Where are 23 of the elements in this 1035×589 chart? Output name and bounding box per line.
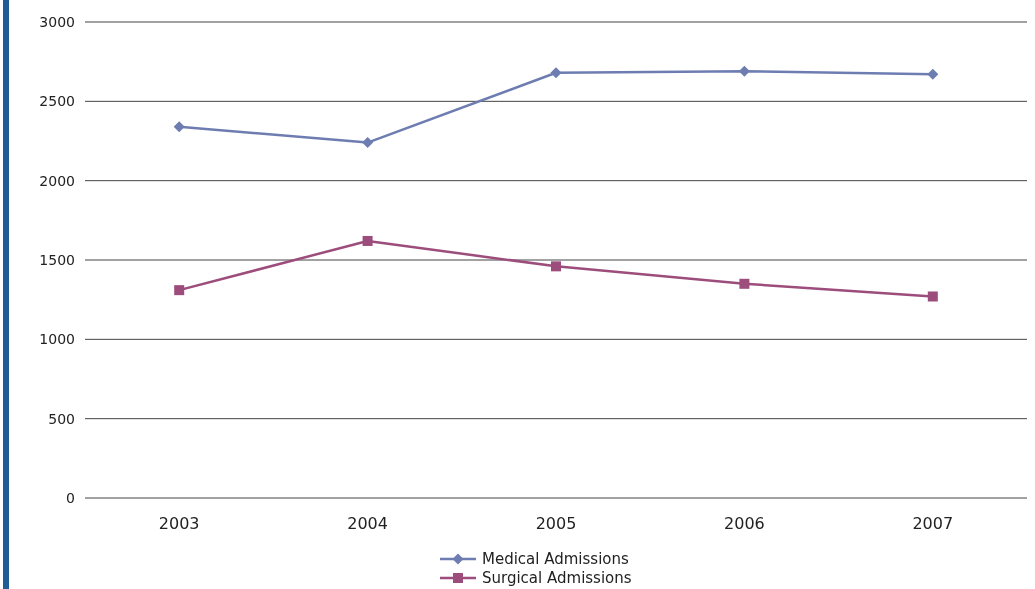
x-tick-label: 2007 [912, 514, 954, 533]
point [362, 137, 374, 149]
point [551, 261, 561, 272]
y-tick-label: 1000 [39, 331, 75, 348]
point [550, 67, 562, 79]
y-tick-label: 2500 [39, 93, 75, 110]
y-tick-label: 3000 [39, 13, 75, 30]
legend-label: Surgical Admissions [482, 569, 632, 588]
x-tick-label: 2003 [158, 514, 200, 533]
point [173, 121, 185, 133]
x-tick-label: 2006 [724, 514, 765, 533]
y-tick-label: 0 [66, 489, 75, 506]
point [174, 285, 185, 296]
y-tick-label: 500 [48, 410, 75, 427]
point [927, 68, 939, 80]
point [739, 278, 750, 289]
point [362, 235, 373, 246]
y-tick-label: 2000 [39, 172, 75, 189]
y-tick-label: 1500 [39, 251, 75, 268]
x-tick-label: 2004 [347, 514, 388, 533]
legend-label: Medical Admissions [482, 550, 630, 569]
x-tick-label: 2005 [535, 514, 577, 533]
point [927, 291, 938, 302]
